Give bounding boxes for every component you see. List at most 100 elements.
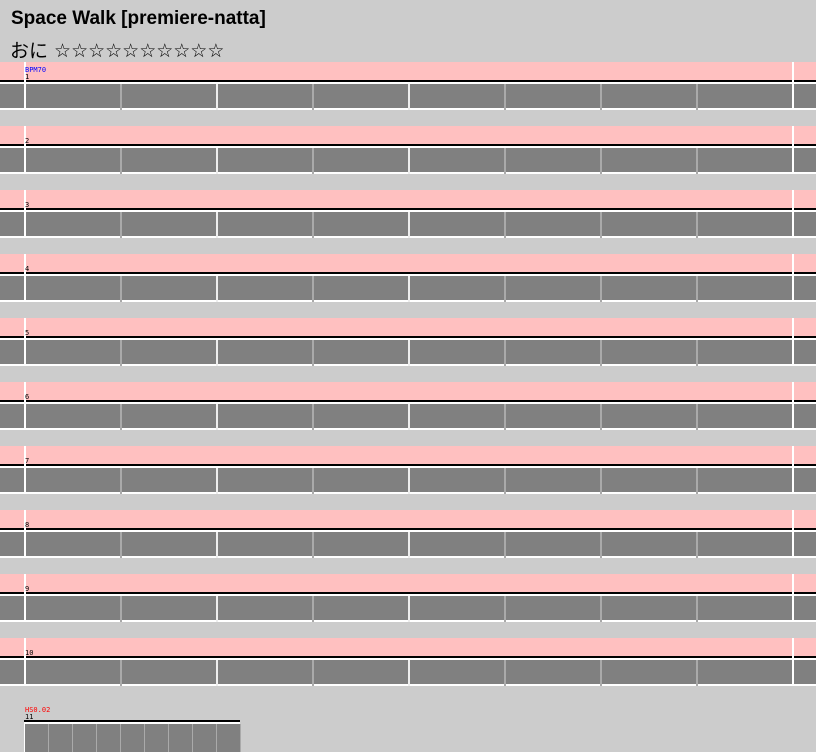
beat-line: [600, 340, 602, 366]
measure-bar: [0, 318, 816, 336]
song-title: Space Walk [premiere-natta]: [11, 8, 266, 29]
lane-border: [0, 464, 816, 466]
barline: [792, 574, 794, 622]
beat-line: [24, 724, 25, 752]
beat-line: [600, 660, 602, 686]
beat-line: [408, 276, 410, 302]
barline: [24, 62, 26, 110]
lane-border: [0, 272, 816, 274]
lane-edge: [0, 146, 816, 148]
beat-line: [120, 340, 122, 366]
beat-line: [120, 724, 121, 752]
beat-line: [408, 212, 410, 238]
beat-line: [216, 724, 217, 752]
beat-line: [504, 596, 506, 622]
beat-line: [600, 84, 602, 110]
barline: [24, 126, 26, 174]
beat-line: [192, 724, 193, 752]
beat-line: [312, 212, 314, 238]
beat-line: [120, 404, 122, 430]
lane-border: [0, 144, 816, 146]
barline: [24, 382, 26, 430]
beat-line: [408, 596, 410, 622]
beat-line: [216, 212, 218, 238]
measure-bar: [0, 638, 816, 656]
beat-line: [504, 276, 506, 302]
beat-line: [504, 468, 506, 494]
beat-line: [408, 340, 410, 366]
lane-edge: [24, 722, 240, 724]
barline: [24, 254, 26, 302]
barline: [792, 446, 794, 494]
row-number: 6: [25, 393, 29, 401]
row-number: 2: [25, 137, 29, 145]
row-number: 3: [25, 201, 29, 209]
barline: [24, 638, 26, 686]
row-number: 4: [25, 265, 29, 273]
barline: [24, 190, 26, 238]
beat-line: [120, 468, 122, 494]
beat-line: [120, 596, 122, 622]
beat-line: [504, 340, 506, 366]
beat-line: [216, 468, 218, 494]
beat-line: [120, 660, 122, 686]
beat-line: [696, 84, 698, 110]
beat-line: [696, 212, 698, 238]
beat-line: [696, 276, 698, 302]
lane: [24, 724, 240, 752]
row-number: 5: [25, 329, 29, 337]
barline: [792, 62, 794, 110]
beat-line: [120, 212, 122, 238]
beat-line: [600, 212, 602, 238]
beat-line: [96, 724, 97, 752]
beat-line: [216, 660, 218, 686]
beat-line: [600, 596, 602, 622]
row-number: 10: [25, 649, 33, 657]
measure-bar: [0, 574, 816, 592]
beat-line: [696, 468, 698, 494]
beat-line: [312, 340, 314, 366]
beat-line: [216, 148, 218, 174]
lane-border: [0, 208, 816, 210]
measure-bar: [0, 62, 816, 80]
beat-line: [120, 532, 122, 558]
measure-bar: [0, 510, 816, 528]
annotation: BPM70: [25, 66, 46, 74]
beat-line: [312, 660, 314, 686]
measure-bar: [0, 126, 816, 144]
beat-line: [120, 148, 122, 174]
lane-border: [24, 720, 240, 722]
beat-line: [312, 596, 314, 622]
row-number: 8: [25, 521, 29, 529]
measure-bar: [0, 190, 816, 208]
barline: [792, 318, 794, 366]
lane-edge: [0, 338, 816, 340]
beat-line: [216, 404, 218, 430]
beat-line: [216, 532, 218, 558]
beat-line: [504, 660, 506, 686]
beat-line: [312, 532, 314, 558]
row-number: 11: [25, 713, 33, 721]
beat-line: [696, 340, 698, 366]
beat-line: [72, 724, 73, 752]
beat-line: [408, 532, 410, 558]
beat-line: [600, 532, 602, 558]
beat-line: [696, 596, 698, 622]
beat-line: [504, 84, 506, 110]
beat-line: [696, 532, 698, 558]
beat-line: [600, 404, 602, 430]
barline: [792, 382, 794, 430]
lane-edge: [0, 402, 816, 404]
beat-line: [48, 724, 49, 752]
beat-line: [120, 84, 122, 110]
lane-edge: [0, 530, 816, 532]
row-number: 7: [25, 457, 29, 465]
beat-line: [120, 276, 122, 302]
lane-edge: [0, 594, 816, 596]
beat-line: [504, 148, 506, 174]
beat-line: [408, 660, 410, 686]
beat-line: [312, 84, 314, 110]
barline: [24, 318, 26, 366]
